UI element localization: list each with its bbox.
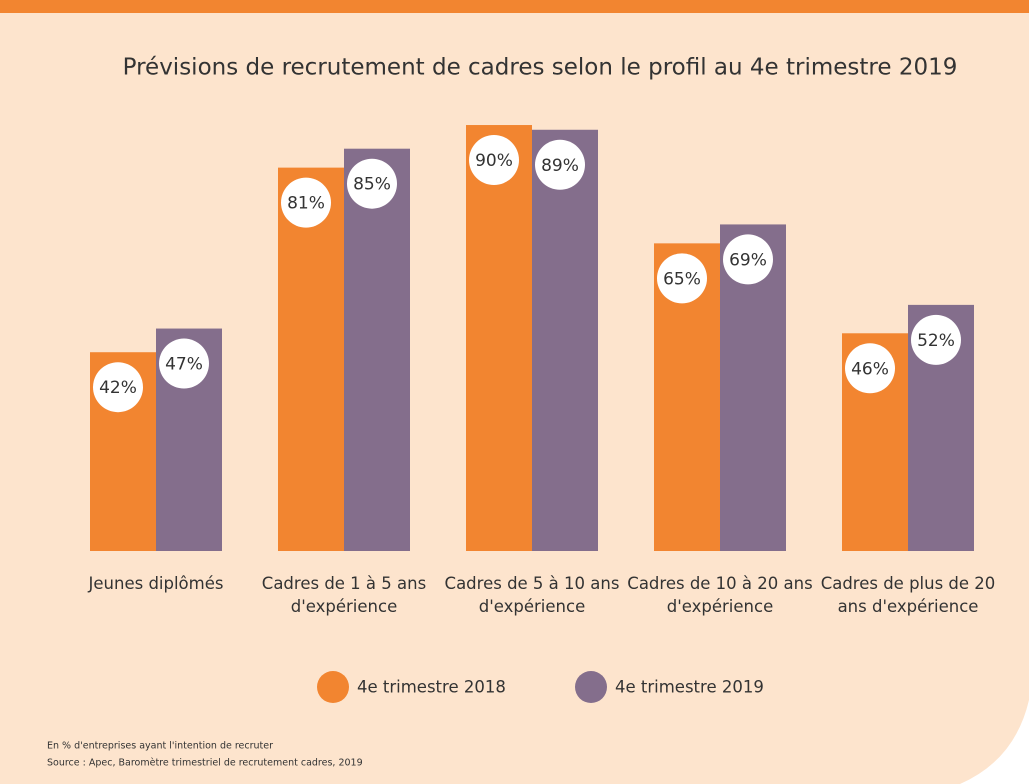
legend-swatch <box>317 671 349 703</box>
bar <box>278 167 344 551</box>
value-label: 81% <box>287 194 325 214</box>
value-label: 69% <box>729 250 767 270</box>
label-circle <box>281 177 331 228</box>
value-label: 47% <box>165 355 203 375</box>
label-circle <box>93 362 143 413</box>
value-label: 52% <box>917 331 955 351</box>
note: Source : Apec, Baromètre trimestriel de … <box>47 758 363 769</box>
label-circle <box>723 234 773 285</box>
value-label: 65% <box>663 269 701 289</box>
label-circle <box>347 158 397 209</box>
label-circle <box>159 338 209 389</box>
chart-title: Prévisions de recrutement de cadres selo… <box>123 55 958 81</box>
x-tick-label: Cadres de 10 à 20 ans d'expérience <box>627 574 813 616</box>
bar <box>466 125 532 551</box>
x-tick-label: Cadres de 1 à 5 ans d'expérience <box>261 574 427 616</box>
label-circle <box>845 343 895 394</box>
value-label: 42% <box>99 378 137 398</box>
value-label: 46% <box>851 359 889 379</box>
label-circle <box>535 139 585 190</box>
bar <box>532 129 598 551</box>
x-tick-label: Jeunes diplômés <box>88 574 224 593</box>
value-label: 90% <box>475 151 513 171</box>
x-tick-label: Cadres de 5 à 10 ans d'expérience <box>444 574 620 616</box>
x-tick-label: Cadres de plus de 20 ans d'expérience <box>820 574 996 616</box>
legend-label: 4e trimestre 2018 <box>357 678 506 697</box>
label-circle <box>469 135 519 186</box>
label-circle <box>657 253 707 304</box>
bar <box>344 148 410 551</box>
legend-swatch <box>575 671 607 703</box>
top-bar <box>0 0 1029 13</box>
corner <box>960 700 1029 784</box>
value-label: 89% <box>541 156 579 176</box>
note: En % d'entreprises ayant l'intention de … <box>47 741 273 752</box>
label-circle <box>911 314 961 365</box>
value-label: 85% <box>353 175 391 195</box>
legend-label: 4e trimestre 2019 <box>615 678 764 697</box>
